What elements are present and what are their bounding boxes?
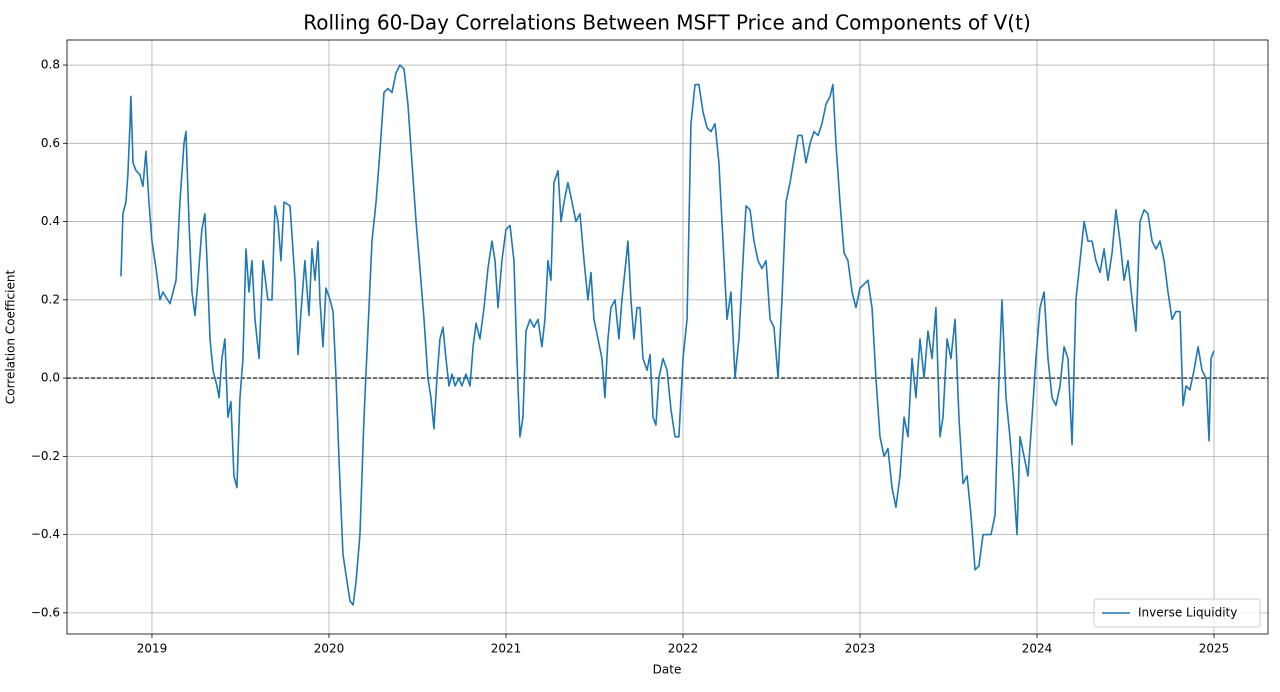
y-tick-label: −0.6 [31,605,60,619]
y-axis-label: Correlation Coefficient [4,270,18,405]
x-tick-label: 2022 [668,642,699,656]
y-tick-label: −0.2 [31,449,60,463]
x-tick-label: 2024 [1022,642,1053,656]
x-tick-label: 2020 [314,642,345,656]
y-tick-label: 0.8 [41,58,60,72]
legend: Inverse Liquidity [1093,598,1261,628]
x-tick-label: 2021 [491,642,522,656]
y-tick-label: 0.4 [41,214,60,228]
y-tick-label: 0.2 [41,292,60,306]
y-tick-label: 0.0 [41,371,60,385]
x-tick-label: 2023 [845,642,876,656]
x-axis-label: Date [653,663,682,677]
legend-box [1093,598,1261,628]
y-tick-label: −0.4 [31,527,60,541]
chart-title: Rolling 60-Day Correlations Between MSFT… [303,11,1031,35]
x-tick-label: 2019 [137,642,168,656]
plot-frame [66,39,1269,635]
x-tick-label: 2025 [1199,642,1230,656]
y-tick-label: 0.6 [41,136,60,150]
legend-label: Inverse Liquidity [1138,606,1237,620]
data-line [120,64,1215,606]
